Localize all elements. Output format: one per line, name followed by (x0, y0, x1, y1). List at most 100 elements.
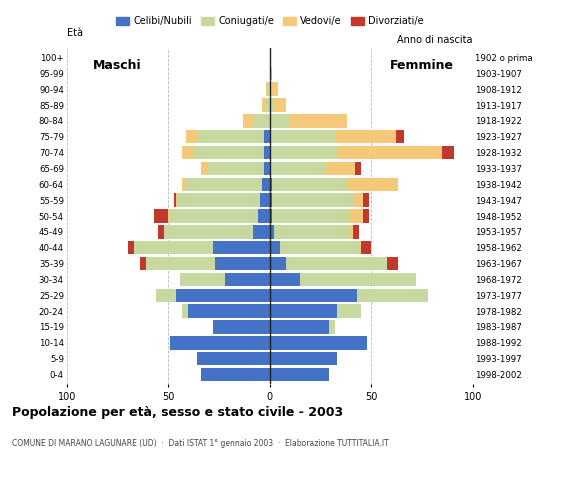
Bar (213, 241, 270, 254)
Bar (133, 241, 213, 254)
Bar (262, 98, 266, 112)
Bar (263, 162, 270, 175)
Bar (325, 162, 355, 175)
Bar (335, 130, 396, 144)
Bar (158, 225, 164, 239)
Bar (186, 178, 262, 191)
Bar (188, 304, 270, 318)
Bar (270, 130, 335, 144)
Bar (355, 162, 361, 175)
Bar (170, 209, 258, 223)
Bar (361, 241, 371, 254)
Bar (156, 288, 176, 302)
Bar (170, 336, 270, 349)
Bar (182, 146, 193, 159)
Bar (359, 241, 361, 254)
Bar (260, 193, 270, 207)
Bar (270, 162, 325, 175)
Bar (176, 193, 178, 207)
Bar (128, 241, 133, 254)
Bar (290, 114, 347, 128)
Bar (280, 241, 359, 254)
Bar (268, 83, 270, 96)
Bar (353, 225, 359, 239)
Bar (193, 146, 263, 159)
Bar (258, 209, 270, 223)
Bar (396, 130, 404, 144)
Bar (270, 209, 271, 223)
Bar (274, 225, 349, 239)
Bar (349, 225, 353, 239)
Bar (270, 225, 274, 239)
Legend: Celibi/Nubili, Coniugati/e, Vedovi/e, Divorziati/e: Celibi/Nubili, Coniugati/e, Vedovi/e, Di… (112, 12, 427, 30)
Bar (266, 98, 270, 112)
Bar (270, 304, 336, 318)
Bar (215, 257, 270, 270)
Bar (270, 288, 357, 302)
Bar (207, 162, 263, 175)
Bar (387, 257, 398, 270)
Bar (266, 83, 268, 96)
Bar (270, 178, 271, 191)
Bar (180, 273, 225, 286)
Bar (270, 83, 271, 96)
Bar (263, 130, 270, 144)
Text: COMUNE DI MARANO LAGUNARE (UD)  ·  Dati ISTAT 1° gennaio 2003  ·  Elaborazione T: COMUNE DI MARANO LAGUNARE (UD) · Dati IS… (12, 439, 389, 448)
Text: Popolazione per età, sesso e stato civile - 2003: Popolazione per età, sesso e stato civil… (12, 406, 343, 419)
Bar (270, 114, 290, 128)
Bar (225, 273, 270, 286)
Bar (271, 193, 353, 207)
Bar (213, 320, 270, 334)
Bar (336, 304, 361, 318)
Bar (174, 193, 176, 207)
Bar (336, 146, 442, 159)
Bar (270, 241, 280, 254)
Bar (300, 273, 416, 286)
Bar (270, 273, 300, 286)
Bar (263, 146, 270, 159)
Bar (347, 178, 398, 191)
Text: Anno di nascita: Anno di nascita (397, 35, 473, 45)
Bar (146, 257, 215, 270)
Bar (357, 288, 428, 302)
Bar (271, 83, 278, 96)
Bar (197, 352, 270, 365)
Bar (270, 257, 286, 270)
Bar (353, 193, 363, 207)
Bar (201, 162, 206, 175)
Bar (270, 368, 328, 381)
Bar (176, 288, 270, 302)
Bar (182, 178, 186, 191)
Bar (253, 114, 270, 128)
Bar (243, 114, 253, 128)
Bar (363, 209, 369, 223)
Bar (363, 193, 369, 207)
Bar (270, 320, 328, 334)
Bar (197, 130, 263, 144)
Bar (168, 209, 170, 223)
Bar (201, 368, 270, 381)
Bar (271, 209, 349, 223)
Bar (164, 225, 253, 239)
Bar (154, 209, 168, 223)
Bar (270, 146, 336, 159)
Text: Maschi: Maschi (93, 59, 142, 72)
Bar (270, 352, 336, 365)
Text: Età: Età (67, 28, 83, 38)
Bar (262, 178, 270, 191)
Bar (286, 257, 387, 270)
Bar (186, 130, 197, 144)
Bar (270, 336, 367, 349)
Bar (270, 98, 274, 112)
Bar (271, 178, 347, 191)
Bar (179, 193, 260, 207)
Bar (328, 320, 335, 334)
Bar (270, 193, 271, 207)
Bar (274, 98, 286, 112)
Bar (253, 225, 270, 239)
Bar (182, 304, 188, 318)
Bar (442, 146, 455, 159)
Bar (270, 67, 271, 80)
Bar (349, 209, 363, 223)
Bar (140, 257, 146, 270)
